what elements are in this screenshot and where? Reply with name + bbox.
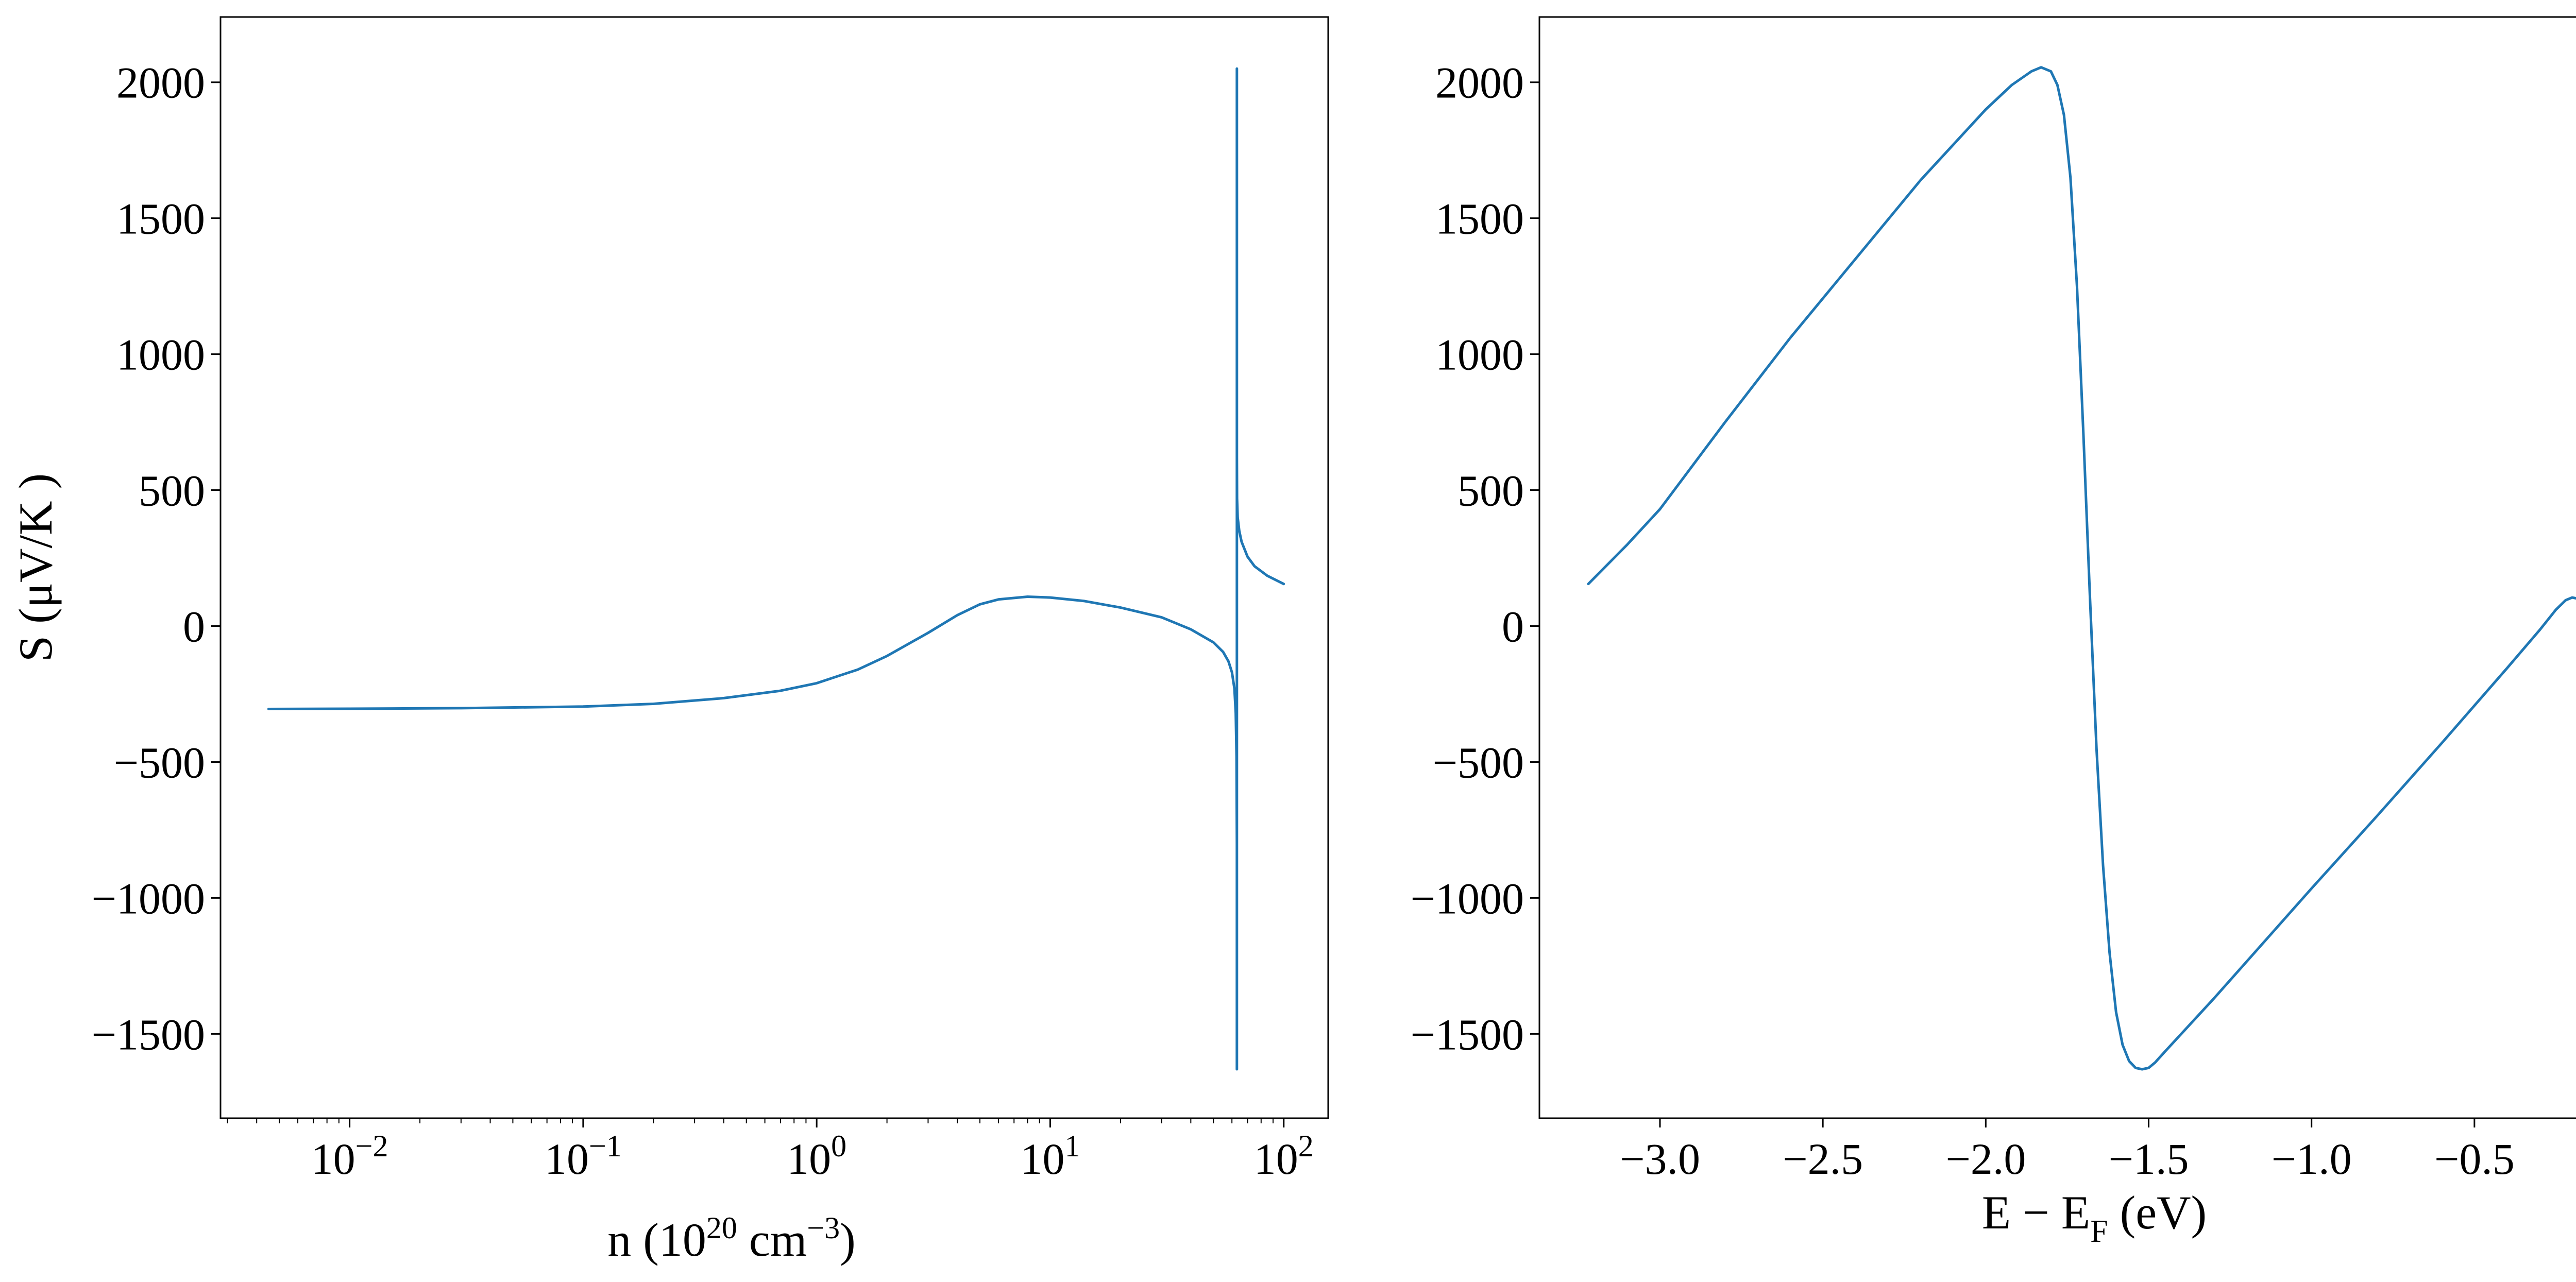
y-tick-label: −500 [113, 738, 205, 787]
y-tick-label: 2000 [1435, 58, 1524, 108]
y-tick-label: 1000 [116, 330, 205, 380]
y-tick-label: 0 [183, 602, 205, 651]
x-tick-label: 100 [787, 1129, 846, 1184]
y-tick-label: 500 [139, 466, 205, 516]
right-axes-frame [1538, 16, 2576, 1119]
left-x-ticks: 10−2 10−1 100 101 102 [311, 1118, 1314, 1184]
right-series-line [1587, 66, 2576, 1071]
x-tick-label: −2.5 [1783, 1134, 1863, 1184]
y-tick-label: −500 [1432, 738, 1524, 787]
y-tick-label: 1500 [1435, 194, 1524, 244]
x-tick-label: 101 [1020, 1129, 1080, 1184]
x-tick-label: −1.5 [2108, 1134, 2189, 1184]
y-tick-label: 1500 [116, 194, 205, 244]
y-tick-label: −1500 [1410, 1010, 1524, 1059]
y-tick-label: 0 [1502, 602, 1524, 651]
y-tick-label: 500 [1458, 466, 1524, 516]
x-tick-label: 102 [1254, 1129, 1314, 1184]
x-tick-label: 10−1 [545, 1129, 622, 1184]
x-tick-label: −0.5 [2434, 1134, 2515, 1184]
y-tick-label: −1000 [1410, 874, 1524, 923]
left-axes-frame [219, 16, 1329, 1119]
x-tick-label: −2.0 [1945, 1134, 2026, 1184]
y-tick-label: 1000 [1435, 330, 1524, 380]
left-series-line [267, 67, 1285, 1071]
right-x-ticks: −3.0−2.5−2.0−1.5−1.0−0.50.0 [1620, 1118, 2515, 1184]
left-y-axis-label: S (μV/K ) [9, 473, 62, 662]
right-panel: −1500 −1000 −500 0 500 1000 1500 2000 −3.0 −2.5 −… [1410, 16, 2576, 1249]
y-tick-label: 2000 [116, 58, 205, 108]
y-tick-label: −1500 [91, 1010, 205, 1059]
left-x-axis-label: n (1020 cm−3) [607, 1211, 856, 1266]
x-tick-label: 10−2 [311, 1129, 388, 1184]
x-tick-label: −1.0 [2272, 1134, 2352, 1184]
left-y-ticks: −1500 −1000 −500 0 500 1000 1500 2000 [91, 58, 221, 1059]
y-tick-label: −1000 [91, 874, 205, 923]
left-x-minor-ticks [227, 1118, 1274, 1123]
x-tick-label: −3.0 [1620, 1134, 1700, 1184]
right-x-axis-label: E − EF (eV) [1982, 1186, 2207, 1249]
right-y-ticks: −1500 −1000 −500 0 500 1000 1500 2000 [1410, 58, 1539, 1059]
